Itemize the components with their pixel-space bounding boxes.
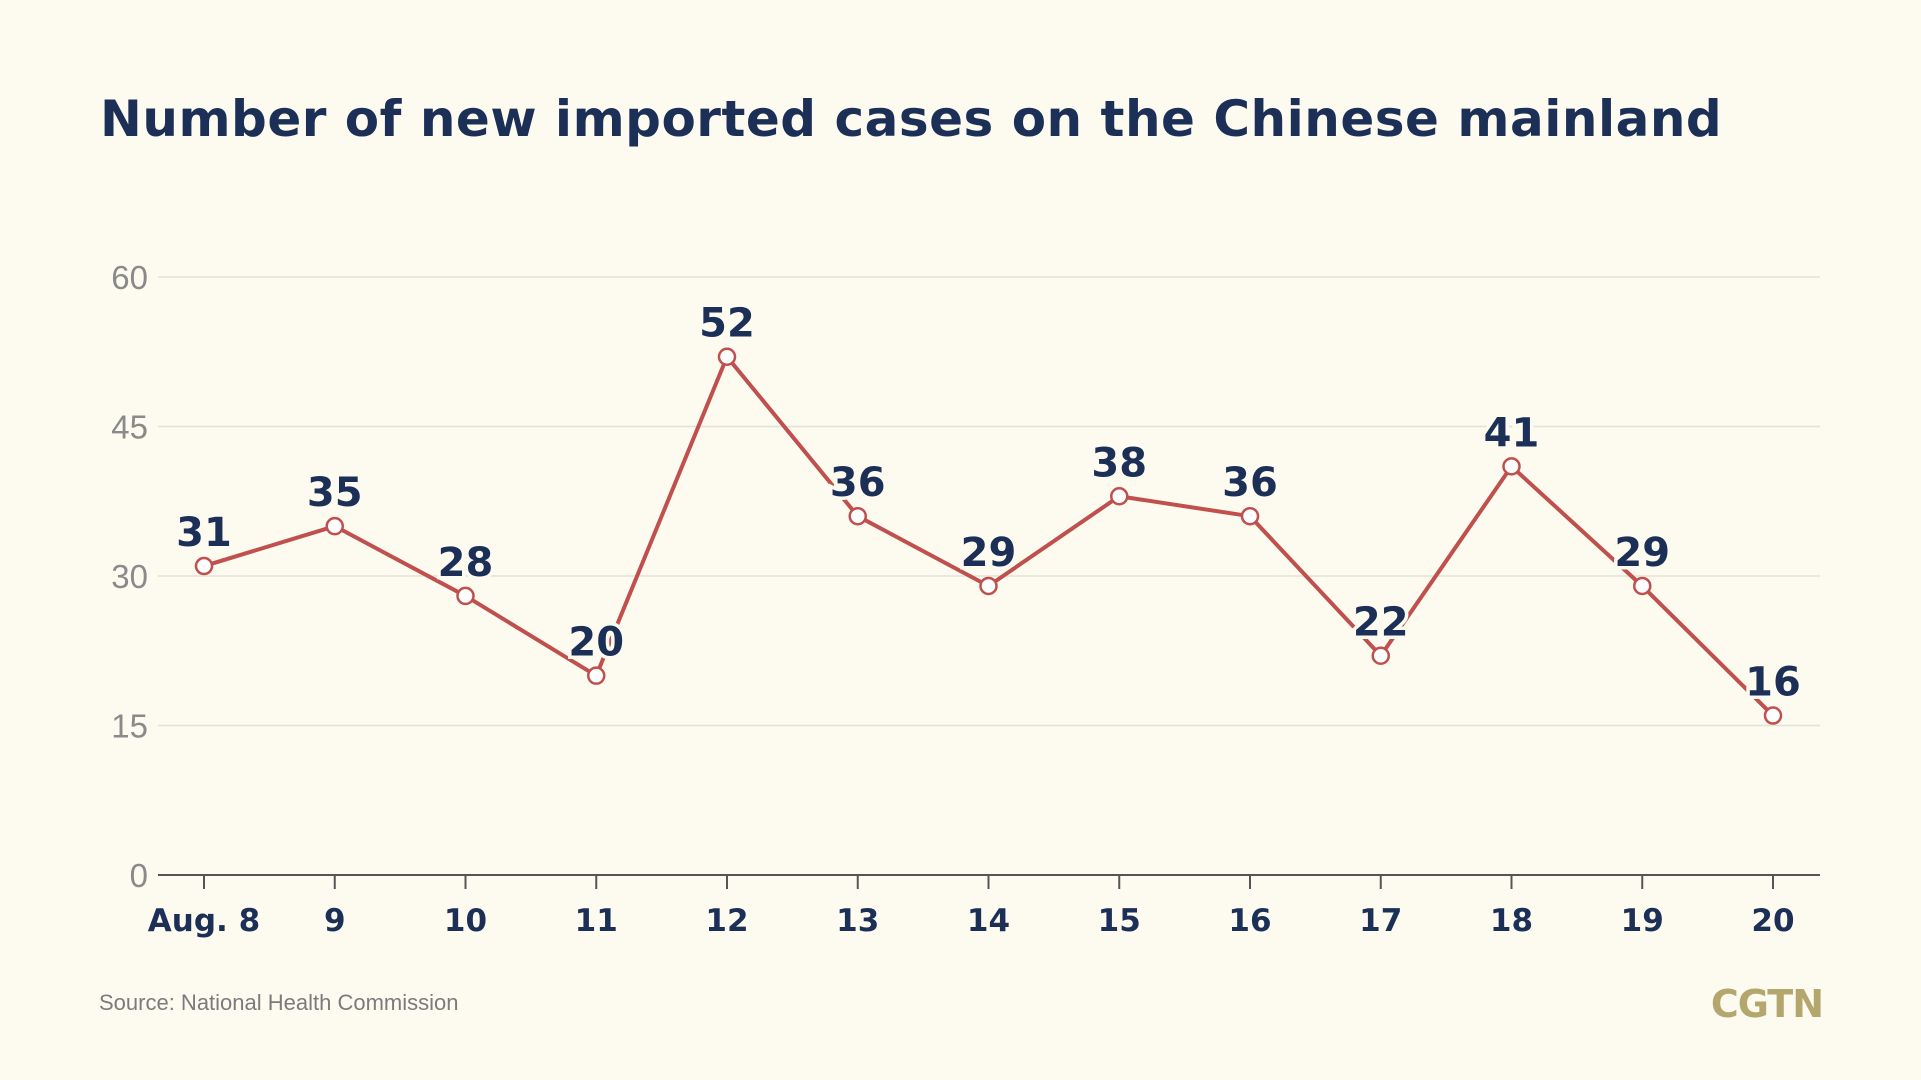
y-tick-label-60: 60 [111, 259, 148, 296]
x-tick-label: 11 [575, 903, 618, 939]
data-label: 52 [699, 301, 755, 347]
x-tick-label: 15 [1098, 903, 1141, 939]
x-tick-label: 9 [324, 903, 346, 939]
gridlines [158, 276, 1820, 727]
x-tick-label: 14 [967, 903, 1010, 939]
data-label: 28 [438, 540, 494, 586]
data-label: 41 [1484, 410, 1540, 456]
x-tick-label: 13 [836, 903, 879, 939]
data-point [194, 556, 214, 576]
data-label: 20 [568, 620, 624, 666]
source-note: Source: National Health Commission [99, 990, 459, 1015]
data-point [1240, 506, 1260, 526]
y-tick-label-0: 0 [130, 857, 148, 894]
x-tick-label: 18 [1490, 903, 1533, 939]
data-point [717, 347, 737, 366]
y-tick-label-45: 45 [111, 409, 148, 446]
data-point [848, 506, 867, 526]
x-tick-label: 20 [1751, 903, 1794, 939]
x-tick-label: 16 [1228, 903, 1271, 939]
chart-title: Number of new imported cases on the Chin… [100, 90, 1723, 148]
data-point [325, 516, 344, 536]
data-label: 36 [830, 460, 886, 506]
data-point [1763, 706, 1783, 725]
x-tick-label: 12 [705, 903, 748, 939]
data-point [1110, 487, 1129, 506]
data-labels: 31 35 28 20 52 36 29 38 36 22 41 29 16 [173, 297, 1805, 709]
data-point [587, 666, 606, 685]
data-label: 38 [1091, 440, 1147, 486]
x-tick-label: 10 [444, 903, 487, 939]
data-points [194, 347, 1783, 725]
data-label: 22 [1353, 600, 1409, 646]
data-point [1633, 576, 1652, 596]
data-label: 35 [307, 470, 363, 516]
y-axis-ticks: 0 15 30 45 60 [111, 259, 148, 894]
data-point [979, 576, 998, 596]
x-axis: Aug. 8 9 10 11 12 13 14 15 16 17 18 19 20 [148, 874, 1820, 939]
data-label: 29 [1614, 530, 1670, 576]
data-label: 36 [1222, 460, 1278, 506]
x-tick-label: 17 [1359, 903, 1402, 939]
x-tick-label: 19 [1621, 903, 1664, 939]
cgtn-logo: CGTN [1710, 982, 1824, 1026]
y-tick-label-30: 30 [111, 558, 148, 595]
data-point [1502, 457, 1521, 476]
data-label: 29 [961, 530, 1017, 576]
data-label: 16 [1745, 660, 1801, 706]
data-point [456, 586, 475, 606]
y-tick-label-15: 15 [111, 708, 148, 745]
data-point [1371, 646, 1390, 665]
x-tick-label: Aug. 8 [148, 903, 260, 939]
data-label: 31 [176, 510, 232, 556]
